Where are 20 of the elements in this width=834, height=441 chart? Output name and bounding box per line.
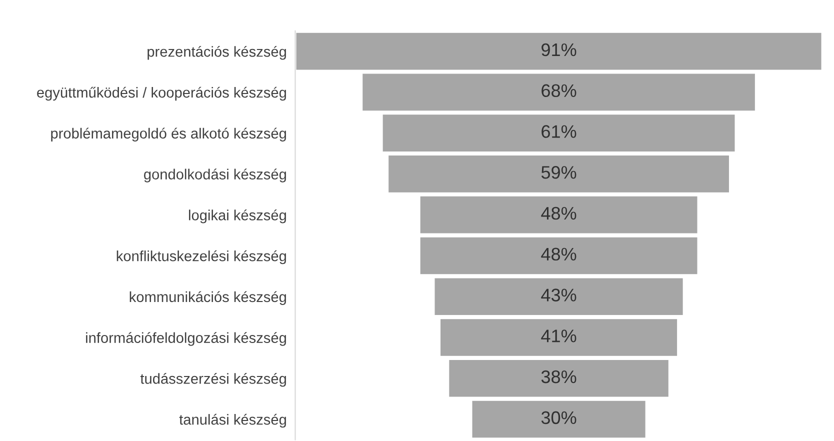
data-label: 59% (541, 166, 576, 179)
data-label: 61% (542, 125, 576, 138)
category-label: prezentációs készség (148, 46, 286, 60)
category-label: konfliktuskezelési készség (116, 250, 286, 264)
data-label: 43% (541, 288, 576, 302)
data-label: 48% (541, 248, 576, 261)
data-label: 38% (541, 370, 576, 384)
category-label: tudásszerzési készség (140, 372, 286, 387)
data-label: 68% (542, 84, 576, 98)
data-label: 30% (541, 411, 576, 424)
data-label: 48% (541, 206, 576, 220)
data-label: 41% (541, 330, 576, 342)
category-label: tanulási készség (179, 414, 286, 428)
category-label: kommunikációs készség (130, 291, 286, 305)
data-label: 91% (542, 43, 576, 56)
category-label: problémamegoldó és alkotó készség (51, 128, 286, 142)
category-label: logikai készség (188, 209, 286, 224)
category-label: gondolkodási készség (144, 168, 286, 182)
category-label: együttműködési / kooperációs készség (37, 86, 286, 101)
category-label: információfeldolgozási készség (86, 332, 286, 346)
